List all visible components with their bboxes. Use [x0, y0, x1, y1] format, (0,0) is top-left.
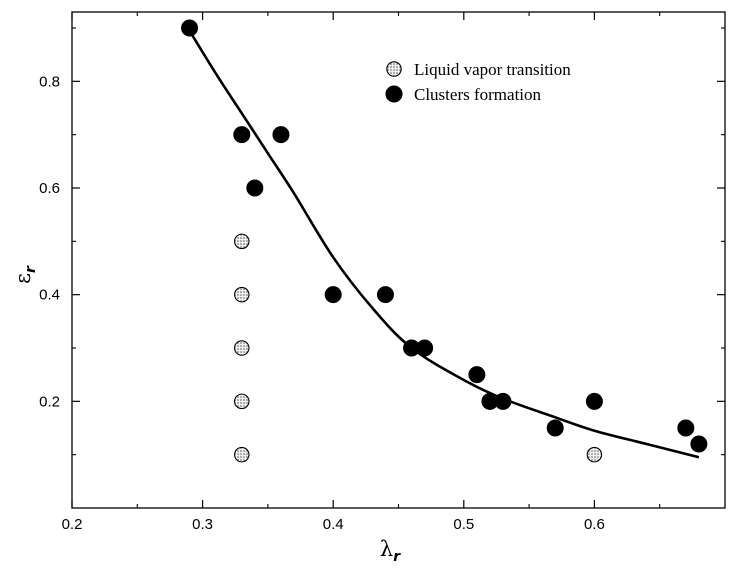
cluster-point [690, 435, 708, 453]
y-tick-label: 0.4 [39, 287, 60, 304]
cluster-point [181, 19, 199, 37]
cluster-point [468, 366, 486, 384]
liquid-vapor-point [234, 393, 250, 410]
cluster-point [324, 286, 342, 304]
cluster-point [246, 179, 264, 197]
x-tick-label: 0.4 [323, 516, 344, 533]
y-axis-label: εr [11, 265, 39, 284]
cluster-point [677, 419, 695, 437]
x-axis-label: λr [380, 537, 401, 565]
y-axis-symbol: ε [11, 273, 35, 284]
x-tick-label: 0.2 [62, 516, 83, 533]
y-tick-label: 0.2 [39, 393, 60, 410]
y-tick-label: 0.6 [39, 180, 60, 197]
x-axis-subscript: r [393, 549, 401, 565]
x-tick-label: 0.3 [192, 516, 213, 533]
fit-curve-line [188, 30, 700, 459]
liquid-vapor-point [234, 286, 250, 303]
cluster-point [494, 392, 512, 410]
cluster-point [546, 419, 564, 437]
liquid-vapor-point [234, 233, 250, 250]
x-axis-symbol: λ [380, 537, 393, 561]
y-axis-subscript: r [23, 265, 39, 273]
x-tick-label: 0.5 [453, 516, 474, 533]
cluster-point [272, 126, 290, 144]
legend-marker-liquid-vapor [386, 61, 402, 77]
cluster-point [376, 286, 394, 304]
cluster-point [416, 339, 434, 357]
cluster-point [585, 392, 603, 410]
legend-marker-clusters [385, 85, 403, 103]
liquid-vapor-point [234, 446, 250, 463]
cluster-point [233, 126, 251, 144]
y-tick-label: 0.8 [39, 73, 60, 90]
legend-label-liquid-vapor: Liquid vapor transition [414, 60, 571, 79]
liquid-vapor-point [234, 340, 250, 356]
x-tick-label: 0.6 [584, 516, 605, 533]
liquid-vapor-point [586, 446, 603, 463]
legend-label-clusters: Clusters formation [414, 85, 542, 104]
plot-frame [71, 11, 726, 509]
